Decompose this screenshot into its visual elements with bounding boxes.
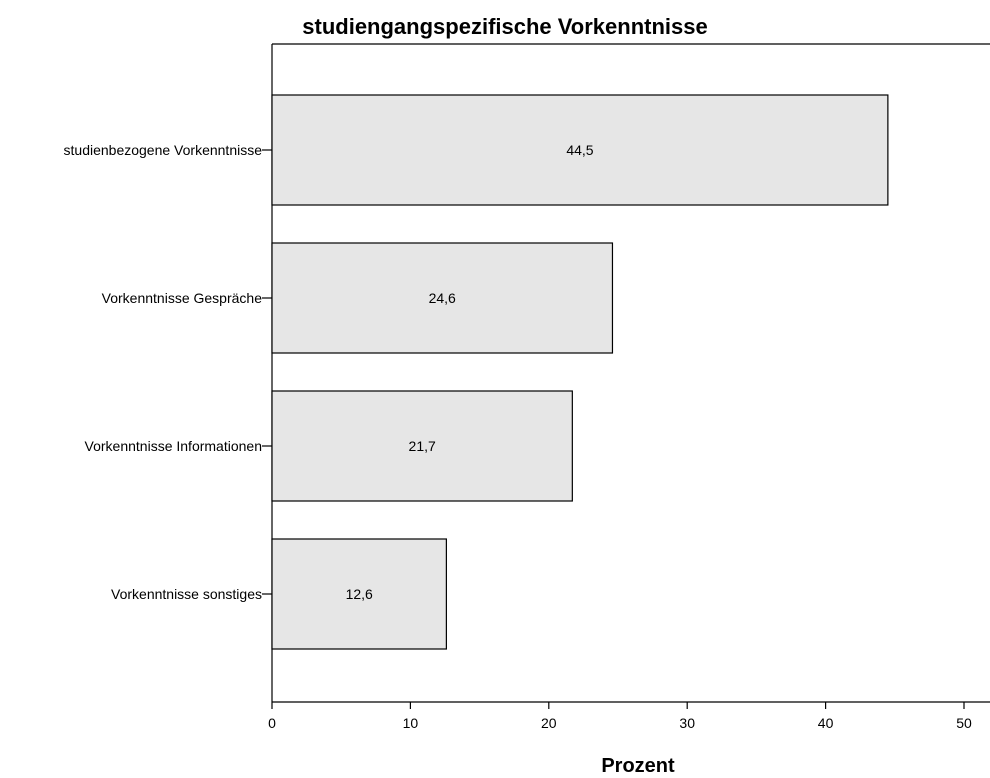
- x-tick-label: 0: [268, 715, 276, 731]
- category-label: Vorkenntnisse Informationen: [85, 438, 262, 454]
- category-label: Vorkenntnisse Gespräche: [102, 290, 263, 306]
- x-tick-label: 10: [403, 715, 419, 731]
- category-label: Vorkenntnisse sonstiges: [111, 586, 262, 602]
- bars-group: 44,5 24,6 21,7 12,6: [271, 94, 889, 650]
- bar: [271, 538, 447, 650]
- bar-value-label: 44,5: [566, 142, 593, 158]
- chart-title: studiengangspezifische Vorkenntnisse: [302, 14, 707, 39]
- bar-value-label: 12,6: [346, 586, 373, 602]
- x-ticks-group: 0 10 20 30 40 50: [268, 702, 972, 731]
- x-axis-label: Prozent: [601, 755, 675, 777]
- x-tick-label: 30: [679, 715, 695, 731]
- category-labels-group: studienbezogene Vorkenntnisse Vorkenntnis…: [64, 142, 272, 602]
- bar-value-label: 21,7: [409, 438, 436, 454]
- x-tick-label: 20: [541, 715, 557, 731]
- x-tick-label: 50: [956, 715, 972, 731]
- category-label: studienbezogene Vorkenntnisse: [64, 142, 263, 158]
- bar-value-label: 24,6: [429, 290, 456, 306]
- bar: [271, 242, 614, 354]
- bar: [271, 390, 573, 502]
- x-tick-label: 40: [818, 715, 834, 731]
- bar: [271, 94, 889, 206]
